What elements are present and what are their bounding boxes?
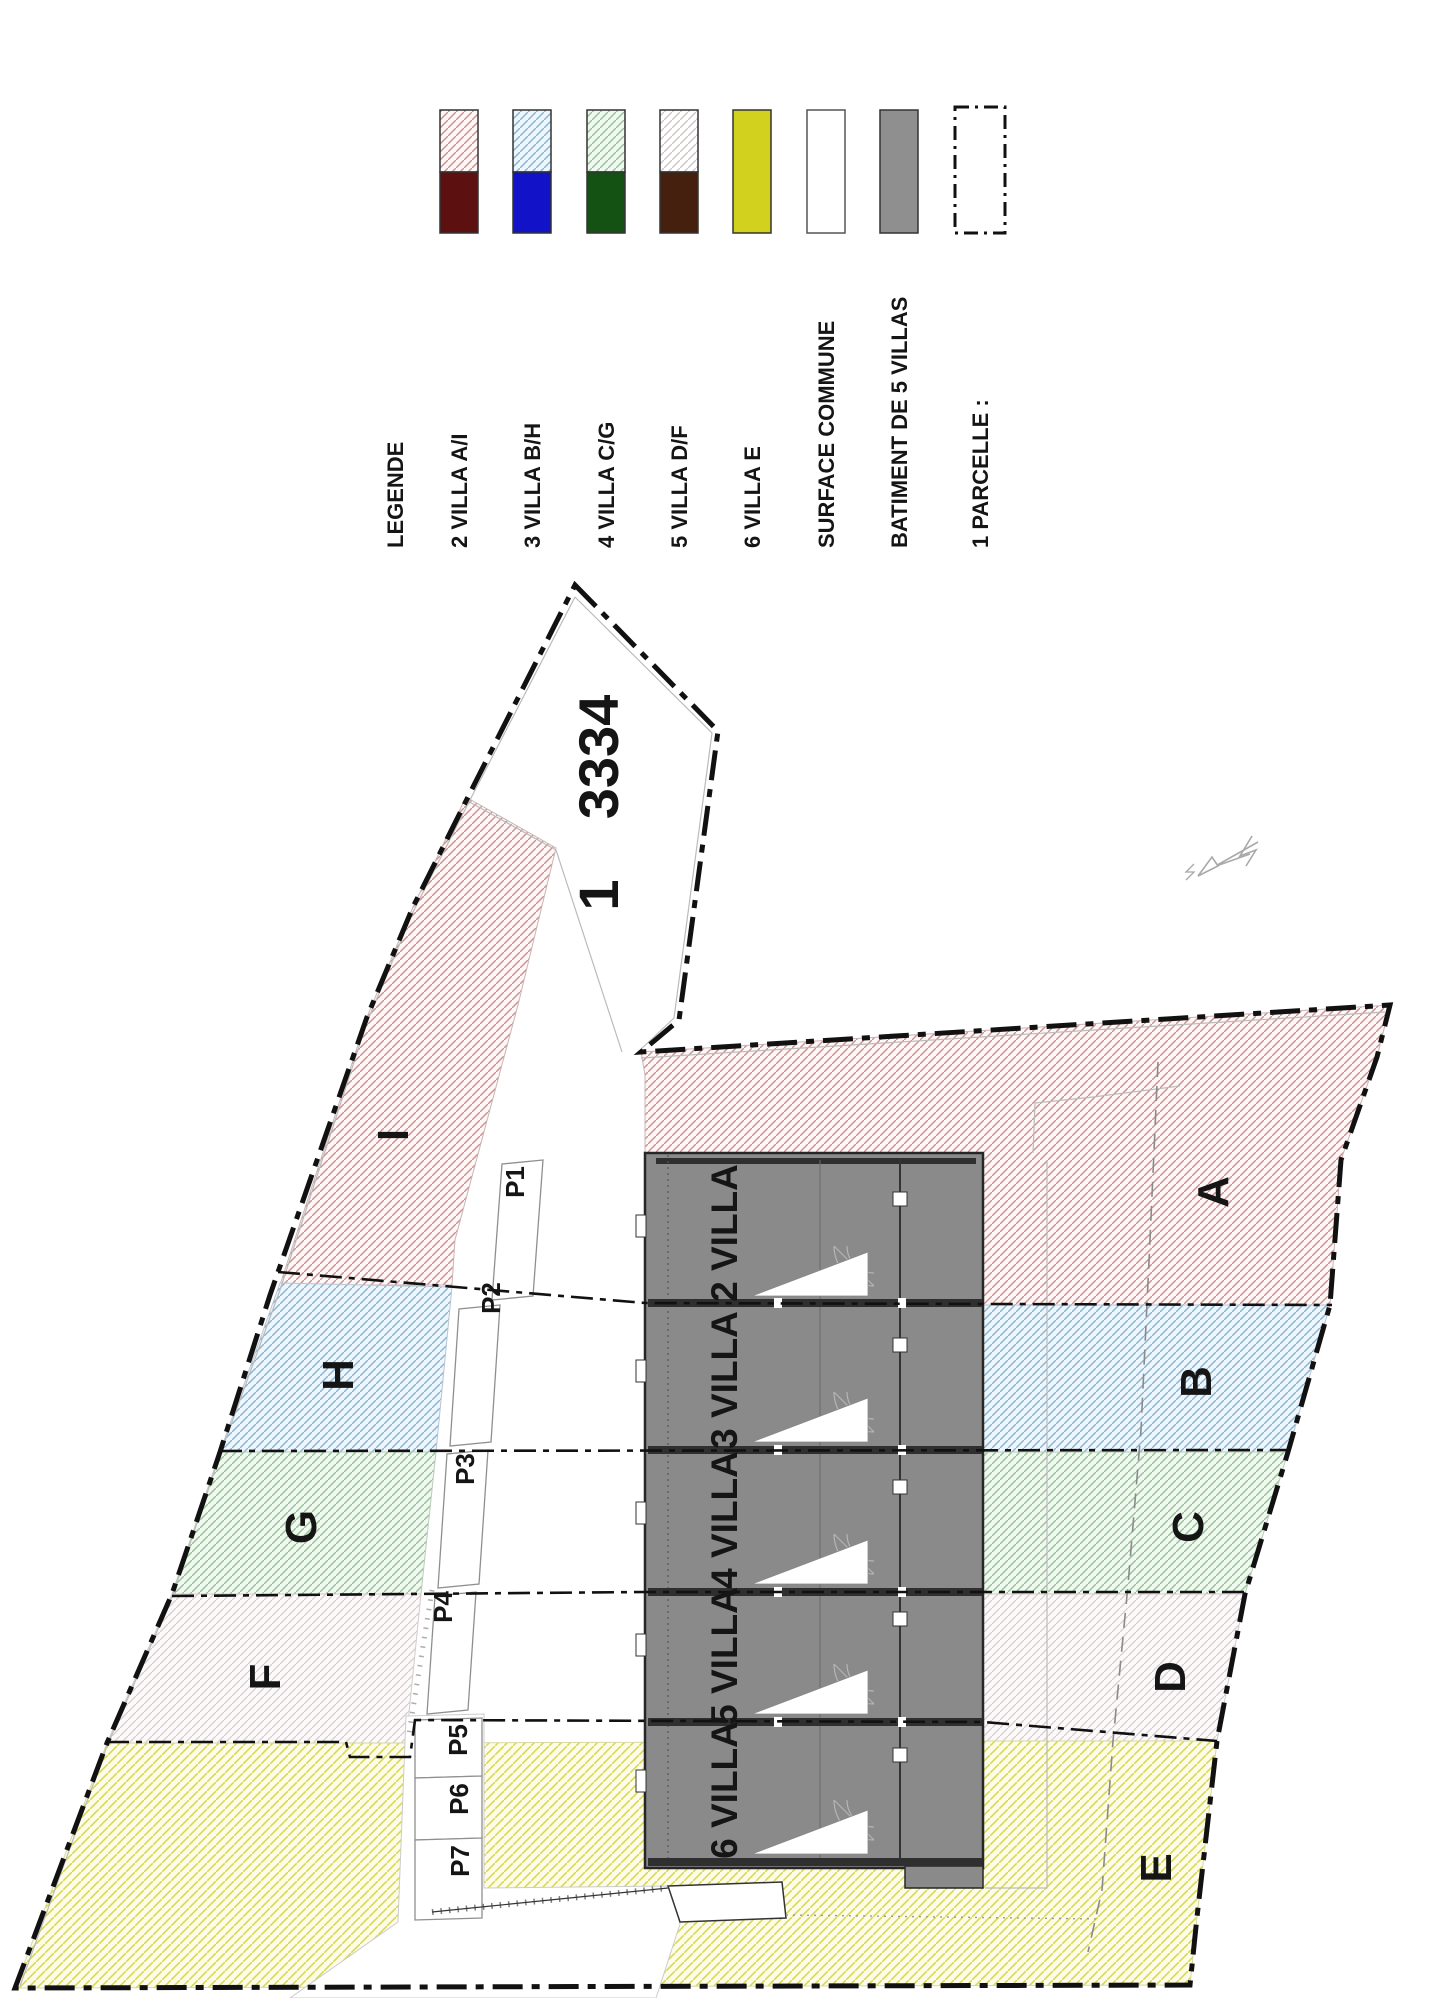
zone-divider-lines	[107, 1270, 1333, 1759]
legend-label-villa-df: 5 VILLA D/F	[667, 425, 692, 548]
villa-label-6: 6 VILLA	[704, 1721, 745, 1859]
legend-label-batiment: BATIMENT DE 5 VILLAS	[887, 297, 912, 548]
zone-label-C: C	[1164, 1511, 1213, 1543]
zone-label-I: I	[369, 1129, 418, 1141]
villa-label-3: 3 VILLA	[704, 1311, 745, 1449]
legend-label-villa-ai: 2 VILLA A/I	[447, 434, 472, 549]
zone-label-D: D	[1146, 1661, 1195, 1693]
parking-spot-p7	[414, 1837, 483, 1921]
legend-title: LEGENDE	[383, 442, 408, 548]
parking-spot-p3	[437, 1449, 489, 1589]
zones-layer	[14, 796, 1391, 1989]
parking-label-p1: P1	[500, 1166, 530, 1198]
driveway-surface-commune	[289, 1713, 681, 1998]
legend-swatch-villa-cg	[586, 109, 626, 234]
plan-labels: 3334 1 I H G F A B C D E 2 VILLA 3 VILLA…	[241, 695, 1238, 1883]
villa-label-2: 2 VILLA	[704, 1164, 745, 1302]
legend-label-parcelle: 1 PARCELLE :	[968, 399, 993, 548]
legend-label-surface-commune: SURFACE COMMUNE	[814, 321, 839, 548]
parking-label-p5: P5	[443, 1724, 473, 1756]
legend-swatch-villa-df	[659, 109, 699, 234]
zone-label-H: H	[314, 1359, 363, 1391]
parking-label-p7: P7	[445, 1845, 475, 1877]
zone-B-area	[982, 1304, 1331, 1453]
legend-swatch-villa-ai	[439, 109, 479, 234]
legend-swatch-villa-e	[732, 109, 772, 234]
parking-label-p4: P4	[428, 1591, 458, 1623]
entrance-walkway	[405, 1589, 1101, 1923]
legend-label-villa-bh: 3 VILLA B/H	[520, 423, 545, 548]
zone-label-F: F	[241, 1664, 290, 1691]
north-arrow-icon	[1184, 835, 1259, 881]
parcel-number: 1	[567, 879, 630, 910]
parcel-lot-number: 3334	[567, 695, 630, 820]
legend-swatch-surface-commune	[806, 109, 846, 234]
parking-label-p3: P3	[450, 1453, 480, 1485]
parking-spot-p2	[449, 1304, 501, 1447]
legend-label-villa-e: 6 VILLA E	[740, 446, 765, 548]
zone-I-area	[279, 796, 557, 1286]
parking-spot-p1	[491, 1159, 544, 1301]
zone-C-area	[982, 1451, 1289, 1595]
parking-spot-p4	[426, 1591, 477, 1715]
building-batiment	[635, 1151, 985, 1889]
old-boundary-dashed-line	[1087, 1061, 1159, 1953]
zone-label-B: B	[1172, 1366, 1221, 1398]
zone-label-A: A	[1189, 1176, 1238, 1208]
parking-label-p2: P2	[476, 1282, 506, 1314]
zone-D-area	[982, 1593, 1246, 1742]
parking-area	[414, 1159, 544, 1921]
ramp-arrows	[751, 1251, 869, 1855]
villa-label-4: 4 VILLA	[704, 1451, 745, 1589]
villa-label-5: 5 VILLA	[704, 1587, 745, 1725]
zone-label-E: E	[1132, 1853, 1181, 1882]
helper-lines	[19, 596, 1386, 1987]
door-openings	[635, 1191, 908, 1793]
legend-swatch-villa-bh	[512, 109, 552, 234]
legend-swatch-batiment	[879, 109, 919, 234]
legend-label-villa-cg: 4 VILLA C/G	[594, 422, 619, 548]
parcel-boundary	[11, 580, 1394, 1991]
parking-label-p6: P6	[444, 1783, 474, 1815]
zone-label-G: G	[277, 1510, 326, 1544]
legend-swatch-parcelle	[953, 105, 1007, 235]
legend: LEGENDE 2 VILLA A/I 3 VILLA B/H 4 VILLA …	[383, 105, 1007, 549]
